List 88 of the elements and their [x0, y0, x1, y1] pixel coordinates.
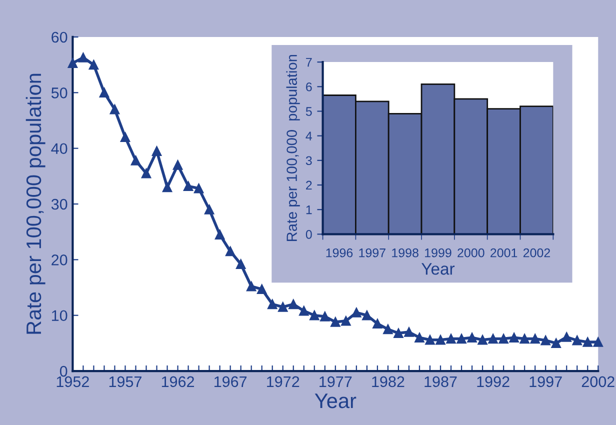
x-tick-label: 2002 [523, 248, 550, 258]
point [540, 336, 550, 346]
point [78, 52, 88, 62]
x-tick-label: 1982 [372, 376, 404, 388]
y-tick-label: 30 [51, 198, 68, 210]
x-tick-label: 1996 [326, 248, 353, 258]
point [352, 308, 362, 318]
y-tick-label: 60 [52, 32, 68, 43]
y-tick-label: 20 [52, 254, 68, 266]
point [130, 156, 141, 166]
point [572, 336, 582, 346]
point [183, 181, 194, 192]
x-tick-label: 2002 [582, 376, 614, 388]
x-tick-label: 2000 [458, 248, 484, 258]
point [68, 58, 78, 68]
point [310, 310, 320, 320]
y-tick-label: 5 [306, 107, 312, 116]
x-tick-label: 1957 [109, 376, 142, 388]
point [341, 316, 351, 326]
point [404, 327, 414, 337]
point [299, 306, 309, 316]
point [362, 310, 372, 320]
point [456, 334, 466, 344]
y-tick-label: 3 [306, 156, 312, 166]
point [562, 332, 572, 342]
point [446, 334, 456, 344]
y-tick-label: 4 [306, 132, 312, 140]
point [498, 334, 508, 344]
point [383, 324, 393, 334]
y-tick-label: 0 [306, 230, 312, 239]
x-tick-label: 2001 [490, 248, 518, 258]
y-tick-label: 7 [306, 58, 312, 67]
point [425, 334, 435, 345]
x-tick-label: 1967 [214, 376, 247, 388]
x-tick-label: 1977 [320, 376, 352, 388]
point [488, 334, 498, 344]
point [372, 318, 382, 329]
point [394, 328, 404, 338]
point [204, 204, 214, 214]
point [88, 60, 99, 70]
point [236, 259, 246, 269]
point [99, 88, 110, 98]
point [214, 230, 225, 240]
x-axis-title: Year [314, 394, 356, 408]
point [414, 332, 424, 342]
point [288, 299, 298, 310]
y-tick-label: 1 [306, 206, 312, 214]
point [194, 184, 204, 194]
point [593, 337, 603, 347]
y-tick-label: 6 [306, 82, 312, 92]
point [256, 284, 267, 294]
y-axis-title: Rate per 100,000 population [286, 54, 300, 241]
point [110, 104, 120, 114]
x-axis-title: Year [422, 263, 455, 275]
point [436, 334, 446, 345]
point [172, 160, 183, 170]
x-tick-label: 1998 [392, 248, 418, 258]
x-tick-label: 1999 [425, 248, 452, 258]
x-tick-label: 1952 [56, 376, 89, 388]
point [551, 338, 561, 348]
y-axis-title: Rate per 100,000 population [26, 74, 46, 334]
x-tick-label: 1997 [359, 248, 386, 258]
x-tick-label: 1992 [477, 376, 510, 388]
y-tick-label: 50 [51, 88, 68, 98]
y-tick-label: 40 [51, 143, 68, 154]
point [152, 146, 162, 156]
point [478, 334, 488, 345]
x-tick-label: 1987 [424, 376, 457, 388]
point [278, 302, 288, 312]
x-tick-label: 1997 [530, 376, 562, 388]
x-tick-label: 1962 [162, 376, 194, 388]
point [520, 334, 530, 344]
point [582, 337, 592, 347]
y-tick-label: 2 [306, 180, 312, 190]
y-tick-label: 0 [60, 366, 68, 377]
point [162, 182, 172, 192]
point [141, 168, 152, 178]
point [509, 332, 519, 342]
point [320, 312, 330, 322]
x-tick-label: 1972 [267, 376, 300, 388]
point [467, 332, 477, 342]
point [225, 246, 236, 256]
y-tick-label: 10 [52, 310, 68, 322]
point [330, 317, 340, 327]
point [267, 299, 278, 310]
point [530, 334, 540, 344]
point [246, 282, 256, 292]
point [120, 132, 130, 142]
